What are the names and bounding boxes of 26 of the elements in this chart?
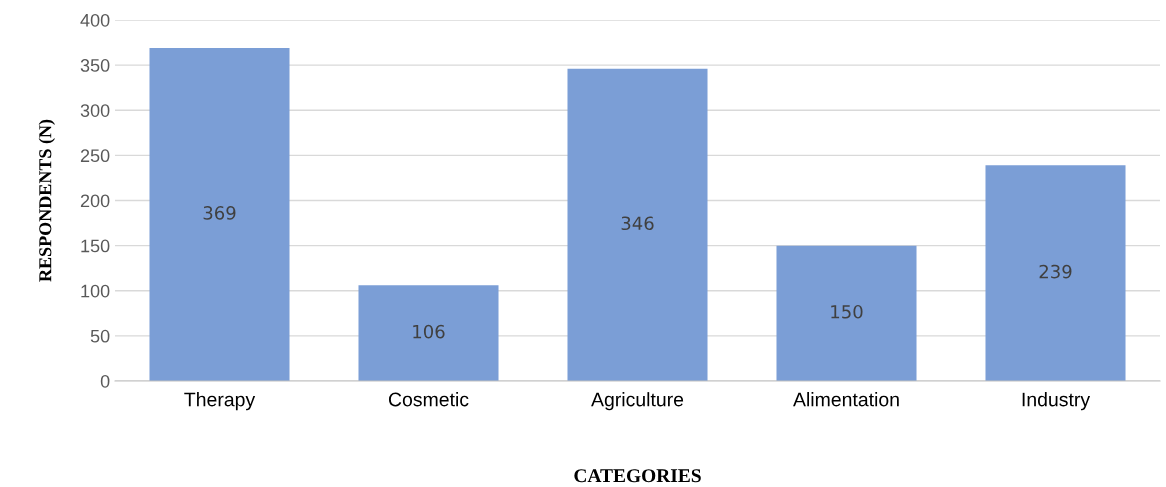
data-label: 346 bbox=[621, 216, 654, 231]
bar bbox=[358, 285, 499, 381]
data-label: 150 bbox=[831, 304, 863, 319]
bar bbox=[776, 245, 917, 381]
data-label: 106 bbox=[413, 324, 445, 339]
x-tick-label: Cosmetic bbox=[388, 392, 469, 407]
y-tick-label: 0 bbox=[100, 374, 110, 388]
y-axis-title: RESPONDENTS (N) bbox=[38, 119, 56, 282]
data-label: 239 bbox=[1039, 264, 1072, 279]
bar bbox=[149, 47, 290, 381]
x-tick-label: Agriculture bbox=[591, 392, 684, 411]
y-tick-label: 250 bbox=[80, 149, 110, 163]
bar bbox=[567, 68, 708, 381]
bar bbox=[985, 165, 1126, 381]
y-tick-label: 200 bbox=[80, 194, 110, 208]
data-label: 369 bbox=[203, 206, 236, 220]
x-axis-title: CATEGORIES bbox=[574, 469, 701, 483]
y-tick-label: 400 bbox=[80, 13, 110, 27]
y-tick-label: 100 bbox=[81, 284, 110, 298]
x-tick-label: Alimentation bbox=[793, 392, 899, 407]
y-tick-label: 300 bbox=[80, 104, 110, 117]
y-tick-label: 350 bbox=[80, 59, 110, 72]
y-tick-label: 50 bbox=[90, 329, 110, 343]
x-tick-label: Therapy bbox=[184, 392, 256, 411]
y-tick-label: 150 bbox=[81, 239, 110, 253]
x-tick-label: Industry bbox=[1022, 392, 1091, 411]
